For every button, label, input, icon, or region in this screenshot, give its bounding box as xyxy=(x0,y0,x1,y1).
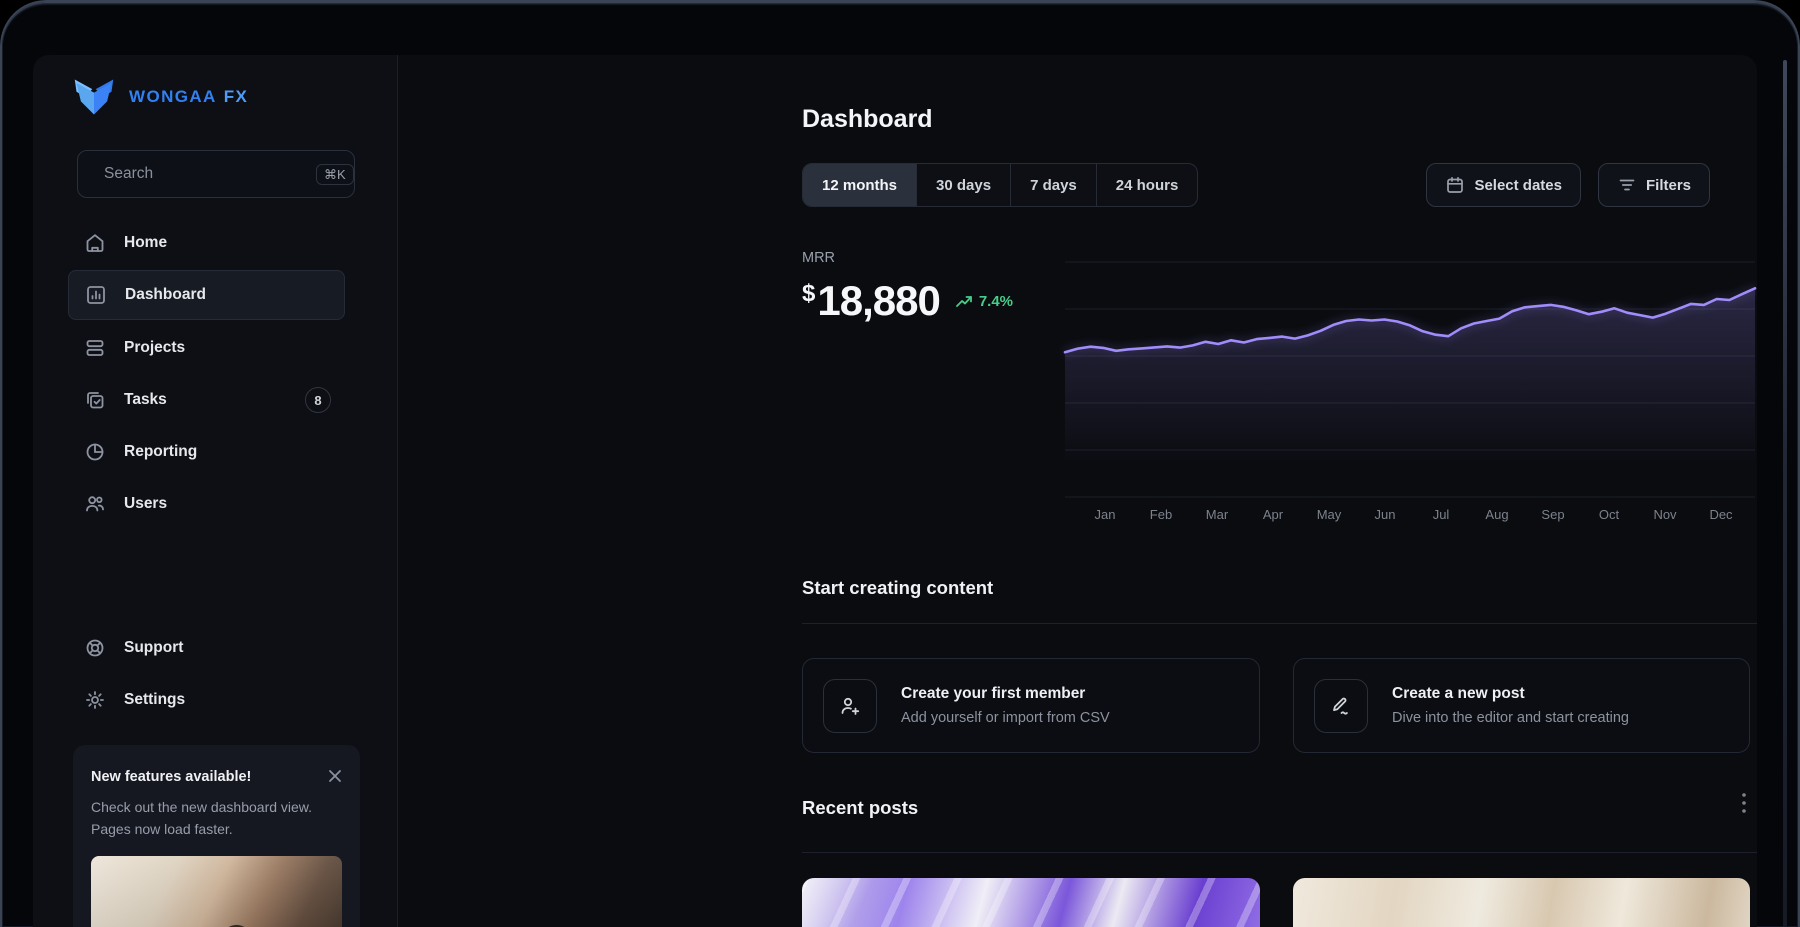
pie-chart-icon xyxy=(84,441,106,463)
rows-icon xyxy=(84,337,106,359)
life-buoy-icon xyxy=(84,637,106,659)
month-tick-label: Sep xyxy=(1541,507,1565,522)
mrr-value: $18,880 xyxy=(802,277,941,324)
filter-lines-icon xyxy=(1617,175,1637,195)
trend-up-icon xyxy=(955,295,973,308)
promo-title: New features available! xyxy=(91,769,252,785)
search-shortcut-badge: ⌘K xyxy=(316,163,354,185)
card-subtitle: Dive into the editor and start creating xyxy=(1392,710,1629,726)
sidebar-item-home[interactable]: Home xyxy=(68,218,345,268)
month-tick-label: Mar xyxy=(1205,507,1229,522)
calendar-icon xyxy=(1445,175,1465,195)
promo-body: Check out the new dashboard view. Pages … xyxy=(91,799,313,837)
tab-12-months[interactable]: 12 months xyxy=(803,164,917,206)
sidebar-item-label: Tasks xyxy=(124,391,167,408)
month-tick-label: Jul xyxy=(1432,507,1450,522)
edit-pen-icon xyxy=(1329,694,1353,718)
card-subtitle: Add yourself or import from CSV xyxy=(901,710,1110,726)
section-divider xyxy=(802,623,1757,624)
sidebar-item-settings[interactable]: Settings xyxy=(68,675,345,725)
month-tick-label: Aug xyxy=(1485,507,1509,522)
sidebar-item-reporting[interactable]: Reporting xyxy=(68,427,345,477)
check-square-icon xyxy=(84,389,106,411)
main-content: Dashboard 12 months 30 days 7 days 24 ho… xyxy=(398,55,1757,927)
month-tick-label: Oct xyxy=(1598,507,1620,522)
button-label: Select dates xyxy=(1474,176,1562,194)
sidebar-item-projects[interactable]: Projects xyxy=(68,323,345,373)
sidebar-item-label: Projects xyxy=(124,339,186,356)
kebab-menu-icon[interactable] xyxy=(1736,790,1752,816)
card-title: Create a new post xyxy=(1392,685,1525,702)
recent-post-thumbnail[interactable] xyxy=(802,878,1260,927)
icon-tile xyxy=(1314,678,1368,733)
recent-post-thumbnail[interactable] xyxy=(1293,878,1750,927)
brand-logo[interactable]: WONGAA FX xyxy=(73,77,248,117)
sidebar-item-label: Users xyxy=(124,495,168,512)
sidebar-item-label: Home xyxy=(124,234,168,251)
month-tick-label: Apr xyxy=(1262,507,1284,522)
home-icon xyxy=(84,232,106,254)
mrr-value-row: $18,880 7.4% xyxy=(802,277,1013,325)
search-box: ⌘K xyxy=(77,150,355,198)
tab-30-days[interactable]: 30 days xyxy=(916,164,1010,206)
chart-month-labels: Jan Feb Mar Apr May Jun Jul Aug Sep Oct Nov Dec xyxy=(1065,507,1755,527)
sidebar-item-dashboard[interactable]: Dashboard xyxy=(68,270,345,320)
month-tick-label: Jan xyxy=(1094,507,1116,522)
create-member-card[interactable]: Create your first member Add yourself or… xyxy=(802,658,1260,753)
sidebar-item-label: Support xyxy=(124,639,184,656)
mrr-label: MRR xyxy=(802,250,836,266)
month-tick-label: May xyxy=(1316,507,1342,522)
user-plus-icon xyxy=(838,694,862,718)
month-tick-label: Feb xyxy=(1149,507,1173,522)
section-title-recent: Recent posts xyxy=(802,797,919,818)
promo-photo xyxy=(91,856,342,927)
mrr-chart xyxy=(1063,255,1757,500)
sidebar-item-tasks[interactable]: Tasks 8 xyxy=(68,375,345,425)
sidebar-item-label: Settings xyxy=(124,691,186,708)
device-right-edge xyxy=(1783,60,1787,927)
card-title: Create your first member xyxy=(901,685,1086,702)
fox-logo-icon xyxy=(73,77,115,117)
tasks-count-badge: 8 xyxy=(305,387,331,413)
page-title: Dashboard xyxy=(802,105,933,133)
create-post-card[interactable]: Create a new post Dive into the editor a… xyxy=(1293,658,1750,753)
icon-tile xyxy=(823,678,877,733)
sidebar-item-label: Reporting xyxy=(124,443,198,460)
gear-icon xyxy=(84,689,106,711)
tab-24-hours[interactable]: 24 hours xyxy=(1095,164,1198,206)
sidebar-item-users[interactable]: Users xyxy=(68,479,345,529)
users-icon xyxy=(84,493,106,515)
button-label: Filters xyxy=(1645,176,1691,194)
tab-7-days[interactable]: 7 days xyxy=(1010,164,1096,206)
bar-chart-square-icon xyxy=(85,284,107,306)
month-tick-label: Nov xyxy=(1653,507,1677,522)
search-input[interactable] xyxy=(102,164,306,184)
close-icon[interactable] xyxy=(324,765,346,787)
brand-name: WONGAA FX xyxy=(129,87,249,106)
sidebar-item-label: Dashboard xyxy=(125,286,206,303)
promo-card: New features available! Check out the ne… xyxy=(73,745,360,927)
select-dates-button[interactable]: Select dates xyxy=(1426,163,1581,207)
filters-button[interactable]: Filters xyxy=(1597,163,1710,207)
month-tick-label: Jun xyxy=(1374,507,1396,522)
header-actions: Select dates Filters xyxy=(1426,163,1710,207)
date-range-tabs: 12 months 30 days 7 days 24 hours xyxy=(802,163,1199,207)
sidebar-item-support[interactable]: Support xyxy=(68,623,345,673)
mrr-trend: 7.4% xyxy=(955,293,1013,310)
section-title-create: Start creating content xyxy=(802,577,994,598)
month-tick-label: Dec xyxy=(1709,507,1733,522)
section-divider xyxy=(802,852,1757,853)
